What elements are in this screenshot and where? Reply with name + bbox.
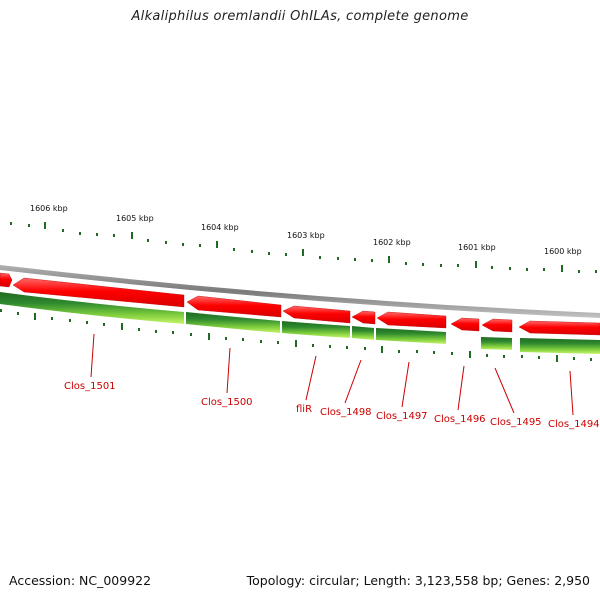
track-segment bbox=[520, 338, 600, 354]
scale-label: 1600 kbp bbox=[544, 247, 582, 256]
gene-label: Clos_1496 bbox=[434, 414, 486, 425]
feature-track bbox=[0, 292, 600, 354]
scale-label: 1602 kbp bbox=[373, 238, 411, 247]
leader-line bbox=[569, 370, 574, 416]
gene-label: Clos_1498 bbox=[320, 407, 372, 418]
gene-arrow bbox=[186, 295, 282, 318]
gene-arrow bbox=[450, 317, 480, 332]
genome-stats-text: Topology: circular; Length: 3,123,558 bp… bbox=[246, 573, 590, 588]
track-segment bbox=[481, 337, 512, 350]
leader-line bbox=[344, 359, 362, 404]
scale-label: 1605 kbp bbox=[116, 214, 154, 223]
leader-line bbox=[305, 355, 317, 401]
track-segment bbox=[282, 321, 350, 338]
map-title: Alkaliphilus oremlandii OhILAs, complete… bbox=[131, 9, 469, 24]
scale-label: 1601 kbp bbox=[458, 243, 496, 252]
track-segment bbox=[352, 326, 374, 340]
gene-arrow bbox=[376, 311, 447, 329]
label-leaders bbox=[90, 333, 574, 416]
gene-label: Clos_1500 bbox=[201, 397, 253, 408]
gene-arrow bbox=[12, 277, 185, 308]
gene-label: Clos_1494 bbox=[548, 419, 600, 430]
outer-scale-ticks bbox=[10, 222, 597, 273]
track-segment bbox=[186, 312, 280, 333]
scale-labels: 1606 kbp 1605 kbp 1604 kbp 1603 kbp 1602… bbox=[30, 204, 582, 256]
track-segment bbox=[376, 328, 446, 344]
gene-arrow bbox=[0, 272, 13, 288]
scale-label: 1606 kbp bbox=[30, 204, 68, 213]
track-segment bbox=[0, 292, 184, 324]
scale-label: 1603 kbp bbox=[287, 231, 325, 240]
gene-arrow bbox=[351, 310, 376, 325]
gene-label: fliR bbox=[296, 404, 312, 415]
gene-arrow bbox=[518, 320, 600, 336]
gene-label: Clos_1497 bbox=[376, 411, 428, 422]
scale-label: 1604 kbp bbox=[201, 223, 239, 232]
gene-arrow bbox=[282, 305, 351, 324]
leader-line bbox=[457, 365, 465, 411]
accession-text: Accession: NC_009922 bbox=[9, 573, 152, 588]
gene-label: Clos_1501 bbox=[64, 381, 116, 392]
gene-arrow bbox=[481, 318, 513, 333]
leader-line bbox=[226, 347, 231, 394]
gene-labels: Clos_1501 Clos_1500 fliR Clos_1498 Clos_… bbox=[64, 381, 600, 430]
leader-line bbox=[494, 367, 515, 414]
genome-backbone bbox=[0, 265, 600, 318]
gene-label: Clos_1495 bbox=[490, 417, 542, 428]
inner-scale-ticks bbox=[0, 309, 592, 362]
leader-line bbox=[90, 333, 95, 378]
gene-arrows bbox=[0, 272, 600, 336]
leader-line bbox=[401, 361, 410, 408]
